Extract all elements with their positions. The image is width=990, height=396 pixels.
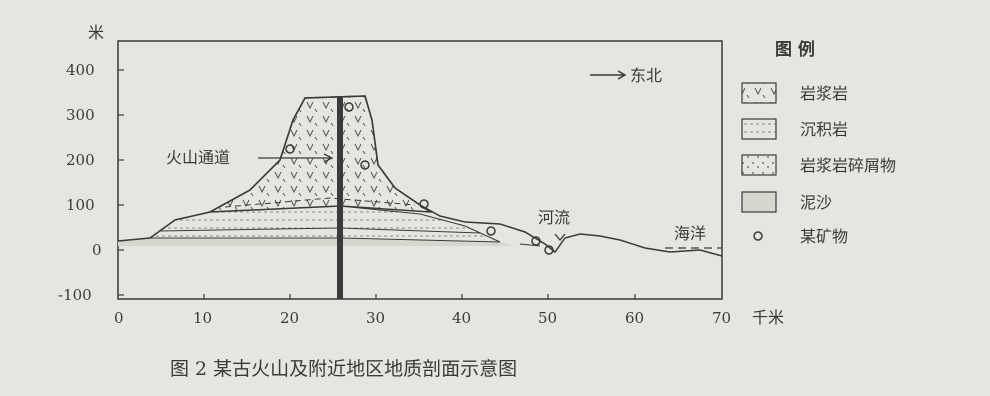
mineral-marker xyxy=(544,245,554,255)
figure-caption: 图 2 某古火山及附近地区地质剖面示意图 xyxy=(170,358,517,380)
legend-mineral-icon xyxy=(753,231,763,241)
mineral-marker xyxy=(344,102,354,112)
mineral-marker xyxy=(285,144,295,154)
y-tick: 300 xyxy=(66,106,95,124)
y-tick: 200 xyxy=(66,151,95,169)
volcanic-vent xyxy=(337,96,343,299)
x-axis-unit: 千米 xyxy=(752,308,784,327)
legend-label: 泥沙 xyxy=(800,193,832,212)
x-tick: 40 xyxy=(452,309,471,327)
mineral-marker xyxy=(419,199,429,209)
x-tick: 50 xyxy=(538,309,557,327)
legend-label: 岩浆岩碎屑物 xyxy=(800,156,896,175)
river-label: 河流 xyxy=(538,208,570,227)
mineral-marker xyxy=(360,160,370,170)
y-axis-unit: 米 xyxy=(88,23,104,42)
y-tick: -100 xyxy=(58,286,92,304)
x-axis-ticks: 0 10 20 30 40 50 60 70 xyxy=(114,294,731,327)
direction-indicator: 东北 xyxy=(590,66,662,85)
x-tick: 0 xyxy=(114,309,124,327)
y-tick: 100 xyxy=(66,196,95,214)
ground-surface xyxy=(117,95,723,257)
cross-section xyxy=(117,95,723,299)
legend-label: 某矿物 xyxy=(800,227,848,246)
legend-swatch-sedimentary xyxy=(741,118,777,140)
legend-swatch-debris xyxy=(741,154,777,176)
x-tick: 60 xyxy=(625,309,644,327)
legend-label: 沉积岩 xyxy=(800,120,848,139)
legend: 图 例 岩浆岩 沉积岩 岩浆岩碎屑物 泥沙 某矿物 xyxy=(741,39,896,246)
ocean-label: 海洋 xyxy=(674,224,706,243)
legend-swatch-silt xyxy=(741,191,777,213)
mineral-markers xyxy=(285,102,554,255)
river-marker xyxy=(554,233,566,242)
x-tick: 10 xyxy=(193,309,212,327)
x-tick: 20 xyxy=(280,309,299,327)
plot-frame xyxy=(117,40,723,300)
y-tick: 400 xyxy=(66,61,95,79)
mineral-marker xyxy=(531,236,541,246)
direction-label: 东北 xyxy=(630,66,662,85)
sedimentary-layer xyxy=(148,205,501,243)
y-axis-ticks: 400 300 200 100 0 -100 xyxy=(58,61,124,304)
volcanic-vent-label: 火山通道 xyxy=(166,148,230,167)
y-tick: 0 xyxy=(92,241,102,259)
legend-title: 图 例 xyxy=(775,39,815,60)
legend-swatch-magmatic xyxy=(741,82,777,104)
mineral-marker xyxy=(486,226,496,236)
legend-label: 岩浆岩 xyxy=(800,84,848,103)
x-tick: 30 xyxy=(366,309,385,327)
x-tick: 70 xyxy=(712,309,731,327)
